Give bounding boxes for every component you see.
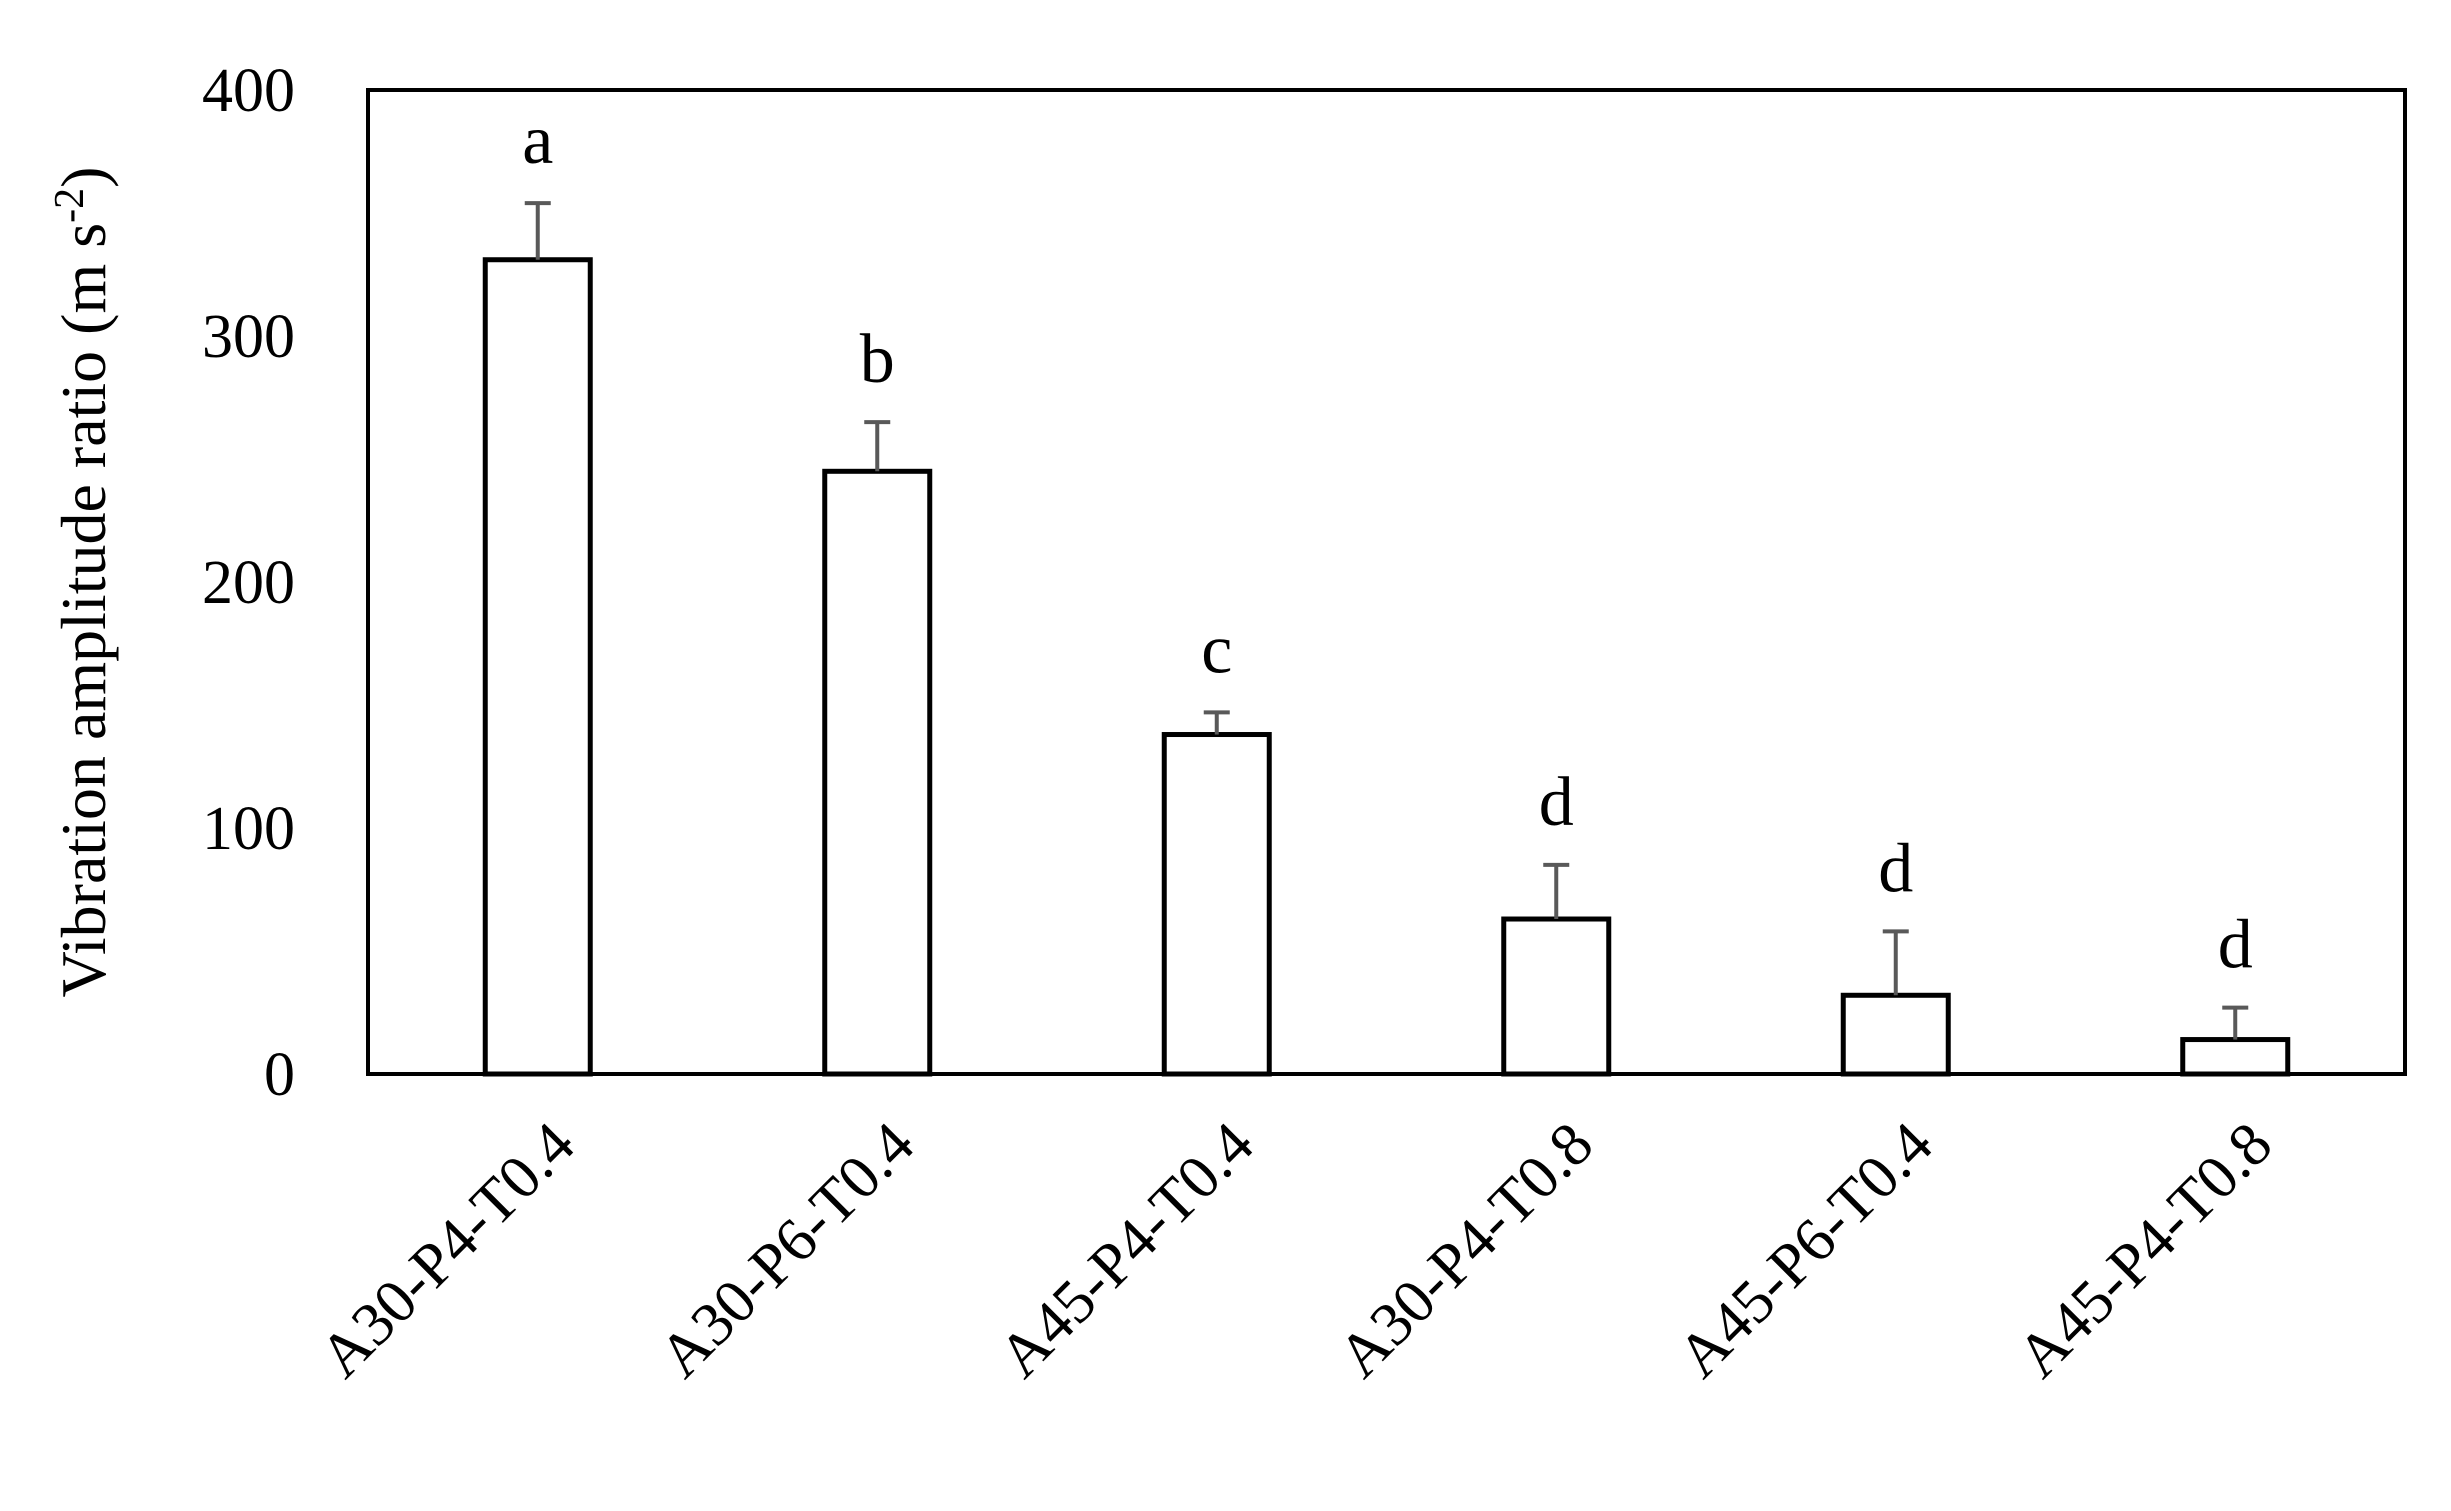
x-tick-label: A30-P6-T0.4 bbox=[646, 1110, 927, 1391]
bars-group bbox=[482, 257, 2291, 1077]
y-axis-title: Vibration amplitude ratio (m s-2) bbox=[47, 167, 119, 998]
y-axis-title-superscript: -2 bbox=[47, 188, 93, 223]
significance-letter: b bbox=[860, 321, 895, 398]
y-tick-label: 400 bbox=[202, 57, 295, 125]
y-tick-label: 100 bbox=[202, 795, 295, 863]
x-tick-label: A45-P6-T0.4 bbox=[1665, 1110, 1946, 1391]
y-axis-title-suffix: ) bbox=[48, 167, 119, 188]
y-tick-label: 0 bbox=[264, 1041, 295, 1109]
x-tick-label: A30-P4-T0.8 bbox=[1325, 1110, 1606, 1391]
x-tick-label: A45-P4-T0.4 bbox=[986, 1110, 1267, 1391]
bar bbox=[1501, 916, 1612, 1077]
significance-letters-group: a b c d d d bbox=[522, 102, 2253, 983]
y-axis-title-main: Vibration amplitude ratio (m s bbox=[48, 223, 119, 998]
y-tick-label: 300 bbox=[202, 303, 295, 371]
significance-letter: a bbox=[522, 102, 553, 179]
bar bbox=[482, 257, 593, 1077]
bar bbox=[1161, 732, 1272, 1077]
x-axis-labels: A30-P4-T0.4 A30-P6-T0.4 A45-P4-T0.4 A30-P4-… bbox=[307, 1110, 2285, 1391]
significance-letter: d bbox=[2218, 907, 2253, 984]
bar bbox=[822, 468, 933, 1077]
significance-letter: d bbox=[1878, 830, 1913, 907]
plot-frame bbox=[366, 88, 2407, 1076]
significance-letter: d bbox=[1539, 764, 1574, 841]
x-tick-label: A30-P4-T0.4 bbox=[307, 1110, 588, 1391]
bar bbox=[2180, 1037, 2291, 1077]
y-tick-label: 200 bbox=[202, 549, 295, 617]
x-tick-label: A45-P4-T0.8 bbox=[2004, 1110, 2285, 1391]
significance-letter: c bbox=[1201, 611, 1232, 688]
error-bars-group bbox=[524, 201, 2249, 1040]
y-axis-ticks: 0 100 200 300 400 bbox=[202, 57, 295, 1109]
bar bbox=[1840, 992, 1951, 1077]
